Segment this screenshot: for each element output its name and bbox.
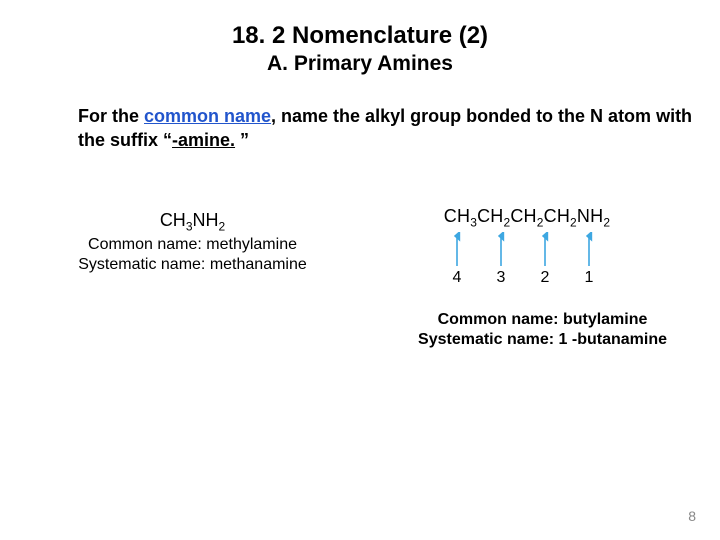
formula-part: CH [477, 206, 503, 226]
example-2-labels: Common name: butylamine Systematic name:… [390, 309, 695, 349]
formula-sub: 2 [603, 216, 610, 230]
body-paragraph: For the common name, name the alkyl grou… [78, 104, 720, 153]
section-heading: A. Primary Amines [0, 52, 720, 76]
section-title-text: Primary Amines [294, 52, 453, 75]
svg-text:1: 1 [585, 269, 594, 286]
example-1-formula: CH3NH2 [55, 210, 330, 234]
example-1-common-name: Common name: methylamine [55, 236, 330, 254]
formula-part: NH [193, 210, 219, 230]
formula-sub: 2 [537, 216, 544, 230]
example-2-formula: CH3CH2CH2CH2NH2 [398, 206, 656, 230]
body-emph-common-name: common name [144, 106, 271, 126]
formula-sub: 2 [570, 216, 577, 230]
formula-part: CH [444, 206, 470, 226]
body-post: ” [235, 130, 249, 150]
page-number: 8 [688, 508, 696, 524]
svg-text:4: 4 [453, 269, 462, 286]
formula-part: CH [544, 206, 570, 226]
svg-text:2: 2 [541, 269, 550, 286]
section-letter: A. [267, 52, 288, 75]
carbon-numbering-arrows: 4 3 2 1 [427, 232, 627, 288]
example-2-common-name: Common name: butylamine [390, 311, 695, 329]
formula-part: CH [160, 210, 186, 230]
formula-sub: 3 [186, 220, 193, 234]
example-1-systematic-name: Systematic name: methanamine [55, 256, 330, 274]
body-pre: For the [78, 106, 144, 126]
formula-sub: 2 [219, 220, 226, 234]
formula-part: NH [577, 206, 603, 226]
example-1: CH3NH2 Common name: methylamine Systemat… [55, 210, 330, 274]
example-2-systematic-name: Systematic name: 1 -butanamine [390, 331, 695, 349]
formula-part: CH [510, 206, 536, 226]
example-2-diagram: CH3CH2CH2CH2NH2 4 3 2 1 [398, 206, 656, 288]
svg-text:3: 3 [497, 269, 506, 286]
body-suffix-amine: -amine. [172, 130, 235, 150]
slide-title: 18. 2 Nomenclature (2) [0, 0, 720, 50]
